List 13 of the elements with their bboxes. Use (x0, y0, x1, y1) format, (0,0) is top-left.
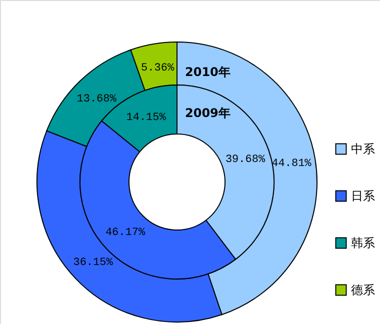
legend-label: 德系 (351, 283, 375, 297)
data-label: 14.15% (126, 112, 166, 124)
data-label: 36.15% (73, 257, 114, 270)
data-label: 46.17% (105, 227, 146, 240)
legend-label: 日系 (351, 189, 375, 203)
legend-label: 中系 (351, 142, 375, 156)
data-label: 13.68% (76, 93, 117, 106)
data-label: 44.81% (272, 158, 312, 170)
slice-label: 2009年 (185, 106, 230, 120)
slice-label: 2010年 (185, 65, 230, 79)
data-label: 39.68% (225, 154, 266, 166)
data-label: 5.36% (141, 62, 174, 75)
legend-label: 韩系 (351, 236, 375, 250)
